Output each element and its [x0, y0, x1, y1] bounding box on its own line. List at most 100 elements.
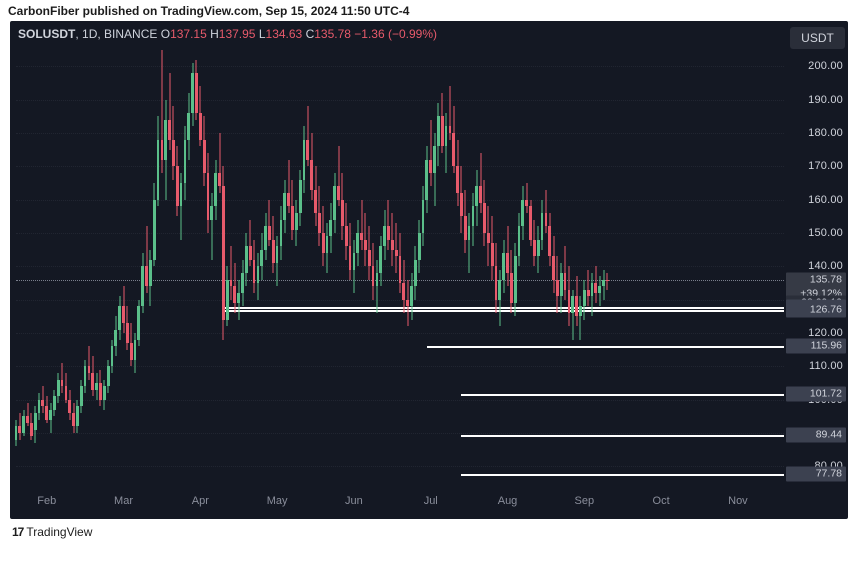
candlestick — [360, 33, 363, 493]
candlestick — [118, 33, 121, 493]
candlestick — [333, 33, 336, 493]
time-axis-tick: Mar — [114, 495, 133, 507]
candlestick — [76, 33, 79, 493]
candlestick — [283, 33, 286, 493]
candlestick — [533, 33, 536, 493]
candlestick — [164, 33, 167, 493]
candlestick — [195, 33, 198, 493]
candlestick — [303, 33, 306, 493]
price-tag: 115.96 — [786, 339, 846, 354]
candlestick — [564, 33, 567, 493]
candlestick — [437, 33, 440, 493]
candlestick — [537, 33, 540, 493]
candlestick — [483, 33, 486, 493]
candlestick — [579, 33, 582, 493]
candlestick — [399, 33, 402, 493]
candlestick — [475, 33, 478, 493]
candlestick — [329, 33, 332, 493]
candlestick — [545, 33, 548, 493]
candlestick — [18, 33, 21, 493]
candlestick — [349, 33, 352, 493]
candlestick — [464, 33, 467, 493]
candlestick — [456, 33, 459, 493]
candlestick — [575, 33, 578, 493]
candlestick — [157, 33, 160, 493]
candlestick — [571, 33, 574, 493]
candlestick — [502, 33, 505, 493]
time-axis-tick: May — [267, 495, 288, 507]
candlestick — [268, 33, 271, 493]
price-axis-tick: 150.00 — [808, 227, 843, 239]
candlestick — [422, 33, 425, 493]
candlestick — [606, 33, 609, 493]
candlestick — [26, 33, 29, 493]
candlestick — [149, 33, 152, 493]
candlestick — [326, 33, 329, 493]
candlestick — [38, 33, 41, 493]
candlestick — [383, 33, 386, 493]
candlestick — [445, 33, 448, 493]
candlestick — [141, 33, 144, 493]
price-tag: 126.76 — [786, 303, 846, 318]
chart-plot-area[interactable] — [16, 33, 784, 493]
candlestick — [107, 33, 110, 493]
candlestick — [472, 33, 475, 493]
candlestick — [556, 33, 559, 493]
candlestick — [34, 33, 37, 493]
candlestick — [210, 33, 213, 493]
candlestick — [495, 33, 498, 493]
candlestick — [372, 33, 375, 493]
candlestick — [406, 33, 409, 493]
candlestick — [264, 33, 267, 493]
candlestick — [88, 33, 91, 493]
candlestick — [233, 33, 236, 493]
candlestick — [114, 33, 117, 493]
candlestick — [487, 33, 490, 493]
candlestick — [479, 33, 482, 493]
time-axis-tick: Jun — [345, 495, 363, 507]
candlestick — [49, 33, 52, 493]
candlestick — [130, 33, 133, 493]
price-axis-tick: 200.00 — [808, 60, 843, 72]
price-axis-tick: 160.00 — [808, 194, 843, 206]
candlestick — [418, 33, 421, 493]
candlestick — [425, 33, 428, 493]
candlestick — [287, 33, 290, 493]
time-axis-tick: Sep — [575, 495, 595, 507]
candlestick — [222, 33, 225, 493]
candlestick — [391, 33, 394, 493]
candlestick — [161, 33, 164, 493]
tradingview-logo[interactable]: 17TradingView — [0, 519, 860, 539]
candlestick — [314, 33, 317, 493]
price-axis-tick: 140.00 — [808, 260, 843, 272]
candlestick — [368, 33, 371, 493]
candlestick — [145, 33, 148, 493]
logo-icon: 17 — [12, 525, 23, 539]
candlestick — [548, 33, 551, 493]
candlestick — [80, 33, 83, 493]
candlestick — [95, 33, 98, 493]
candlestick — [552, 33, 555, 493]
candlestick — [249, 33, 252, 493]
candlestick — [72, 33, 75, 493]
time-axis-tick: Nov — [728, 495, 748, 507]
candlestick — [310, 33, 313, 493]
candlestick — [353, 33, 356, 493]
candlestick — [176, 33, 179, 493]
candlestick — [441, 33, 444, 493]
candlestick — [272, 33, 275, 493]
price-axis-tick: 110.00 — [809, 360, 843, 372]
candlestick — [510, 33, 513, 493]
price-tag: 101.72 — [786, 386, 846, 401]
candlestick — [602, 33, 605, 493]
candlestick — [529, 33, 532, 493]
candlestick — [207, 33, 210, 493]
candlestick — [299, 33, 302, 493]
published-line: CarbonFiber published on TradingView.com… — [0, 0, 860, 18]
candlestick — [218, 33, 221, 493]
time-axis[interactable]: FebMarAprMayJunJulAugSepOctNov — [16, 491, 784, 515]
time-axis-tick: Feb — [37, 495, 56, 507]
price-axis[interactable]: 80.0090.00100.00110.00120.00130.00140.00… — [784, 33, 848, 493]
candlestick — [322, 33, 325, 493]
candlestick — [168, 33, 171, 493]
